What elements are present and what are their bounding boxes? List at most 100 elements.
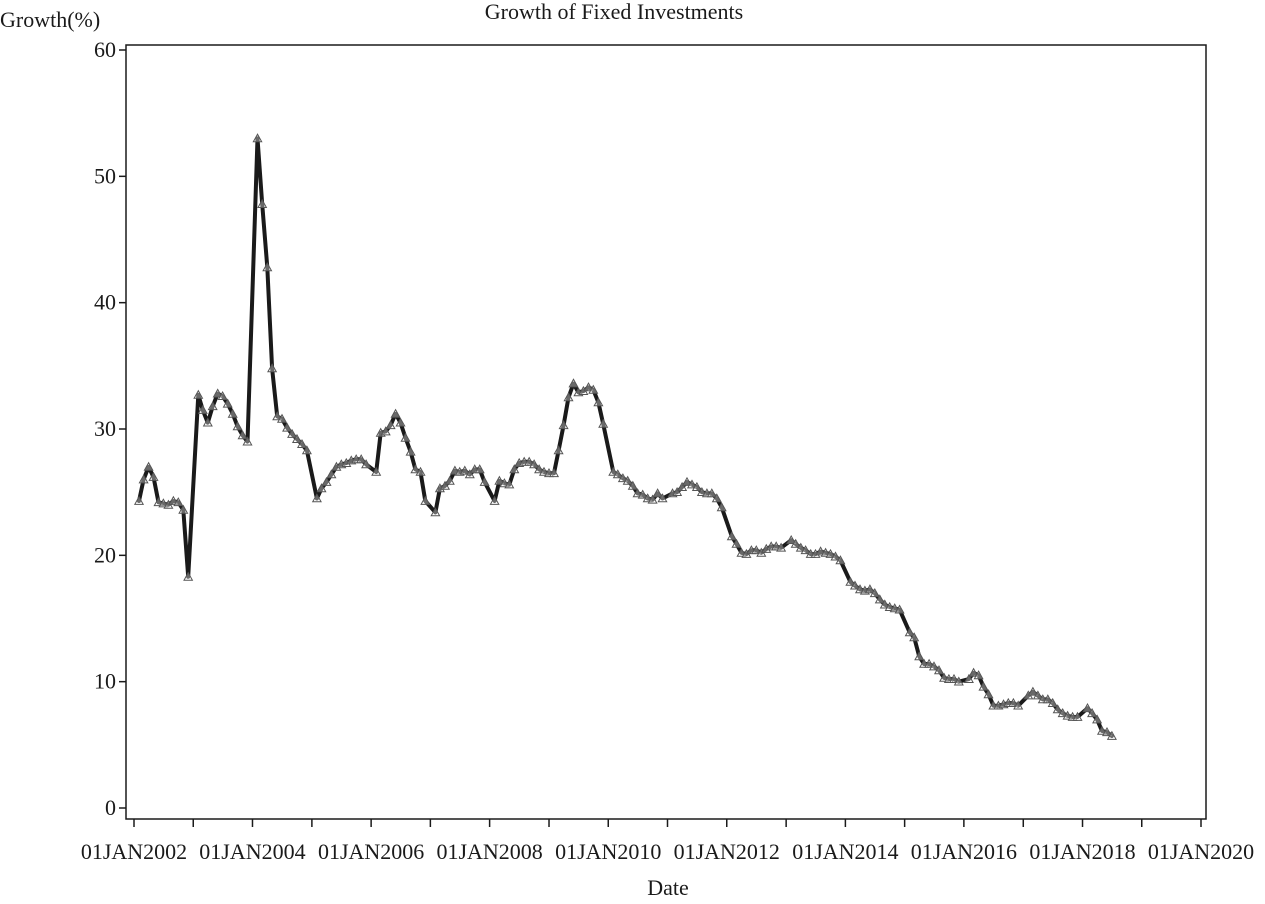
data-point-marker bbox=[973, 670, 984, 680]
data-point-marker bbox=[879, 599, 890, 609]
series-line bbox=[137, 136, 1114, 738]
data-point-marker bbox=[904, 627, 915, 637]
y-tick-label: 20 bbox=[94, 542, 116, 567]
x-tick-label: 01JAN2010 bbox=[555, 839, 661, 864]
data-point-marker bbox=[242, 436, 253, 446]
data-point-marker bbox=[914, 651, 925, 661]
data-point-marker bbox=[529, 459, 540, 469]
data-point-marker bbox=[864, 584, 875, 594]
data-point-marker bbox=[217, 390, 228, 400]
data-point-marker bbox=[232, 421, 243, 431]
data-point-marker bbox=[183, 571, 194, 581]
data-point-marker bbox=[652, 488, 663, 498]
data-point-marker bbox=[459, 465, 470, 475]
data-point-marker bbox=[948, 673, 960, 683]
data-point-marker bbox=[968, 667, 979, 677]
data-point-marker bbox=[622, 475, 633, 485]
data-point-marker bbox=[1082, 702, 1093, 713]
data-point-marker bbox=[686, 479, 698, 489]
data-point-marker bbox=[1032, 690, 1043, 700]
data-point-marker bbox=[933, 665, 945, 675]
x-tick-label: 01JAN2014 bbox=[792, 839, 898, 864]
y-tick-label: 10 bbox=[94, 669, 116, 694]
data-point-marker bbox=[558, 419, 569, 430]
data-point-marker bbox=[395, 417, 406, 427]
y-tick-label: 30 bbox=[94, 416, 116, 441]
data-point-marker bbox=[761, 543, 772, 553]
data-point-marker bbox=[800, 545, 811, 555]
data-point-marker bbox=[548, 467, 560, 478]
data-point-marker bbox=[677, 481, 688, 491]
data-point-marker bbox=[311, 493, 322, 503]
data-point-marker bbox=[262, 262, 273, 272]
x-tick-label: 01JAN2004 bbox=[199, 839, 305, 864]
data-point-marker bbox=[1092, 714, 1103, 724]
data-point-marker bbox=[385, 419, 396, 430]
data-point-marker bbox=[321, 476, 332, 486]
data-point-marker bbox=[148, 471, 159, 481]
data-point-marker bbox=[790, 538, 801, 548]
data-point-marker bbox=[716, 502, 727, 512]
data-point-marker bbox=[356, 454, 367, 464]
data-point-marker bbox=[420, 495, 431, 505]
chart-title: Growth of Fixed Investments bbox=[485, 0, 743, 24]
data-point-marker bbox=[287, 428, 298, 438]
data-point-marker bbox=[1027, 686, 1038, 696]
data-point-marker bbox=[227, 408, 238, 418]
data-point-marker bbox=[598, 418, 609, 428]
y-tick-label: 60 bbox=[94, 37, 116, 62]
data-point-marker bbox=[553, 445, 564, 455]
data-point-marker bbox=[835, 555, 846, 565]
data-point-marker bbox=[371, 466, 382, 476]
data-point-marker bbox=[361, 459, 372, 469]
x-axis: 01JAN2002 01JAN2004 01JAN2006 01JAN2008 01JA… bbox=[81, 819, 1254, 864]
plot-frame bbox=[125, 44, 1207, 820]
data-point-marker bbox=[1072, 711, 1083, 721]
data-point-marker bbox=[776, 542, 787, 552]
x-tick-label: 01JAN2006 bbox=[318, 839, 424, 864]
data-point-marker bbox=[282, 422, 293, 432]
data-point-marker bbox=[494, 475, 505, 485]
data-point-marker bbox=[583, 382, 594, 392]
data-point-marker bbox=[430, 507, 441, 517]
x-tick-label: 01JAN2008 bbox=[436, 839, 542, 864]
data-point-marker bbox=[1013, 700, 1024, 710]
data-point-marker bbox=[410, 464, 421, 474]
data-point-marker bbox=[845, 576, 856, 586]
data-point-marker bbox=[316, 483, 327, 493]
x-tick-label: 01JAN2018 bbox=[1029, 839, 1135, 864]
data-point-marker bbox=[415, 466, 426, 476]
x-tick-label: 01JAN2016 bbox=[911, 839, 1017, 864]
data-point-marker bbox=[849, 580, 861, 590]
data-point-marker bbox=[133, 495, 145, 505]
data-point-marker bbox=[390, 408, 401, 418]
data-point-marker bbox=[202, 417, 213, 427]
data-point-marker bbox=[1057, 707, 1068, 718]
data-point-marker bbox=[524, 456, 535, 466]
data-point-marker bbox=[909, 632, 920, 642]
data-point-marker bbox=[326, 469, 337, 479]
data-point-marker bbox=[212, 388, 223, 398]
data-point-marker bbox=[178, 504, 189, 514]
data-point-marker bbox=[173, 497, 184, 507]
data-point-marker bbox=[593, 397, 604, 407]
data-point-marker bbox=[612, 469, 623, 479]
data-point-marker bbox=[1008, 697, 1019, 707]
data-point-marker bbox=[983, 689, 994, 699]
x-tick-label: 01JAN2002 bbox=[81, 839, 187, 864]
y-tick-label: 50 bbox=[94, 163, 116, 188]
data-point-marker bbox=[400, 432, 411, 442]
data-point-marker bbox=[331, 461, 342, 471]
data-point-marker bbox=[795, 542, 806, 552]
data-point-marker bbox=[474, 464, 485, 474]
y-tick-label: 40 bbox=[94, 290, 116, 315]
data-point-marker bbox=[657, 493, 668, 503]
y-axis: 0 10 20 30 40 50 60 bbox=[94, 37, 126, 820]
data-point-marker bbox=[296, 438, 308, 448]
data-point-marker bbox=[509, 464, 520, 474]
data-point-marker bbox=[1087, 707, 1098, 718]
y-axis-label: Growth(%) bbox=[0, 7, 100, 32]
y-tick-label: 0 bbox=[105, 795, 116, 820]
